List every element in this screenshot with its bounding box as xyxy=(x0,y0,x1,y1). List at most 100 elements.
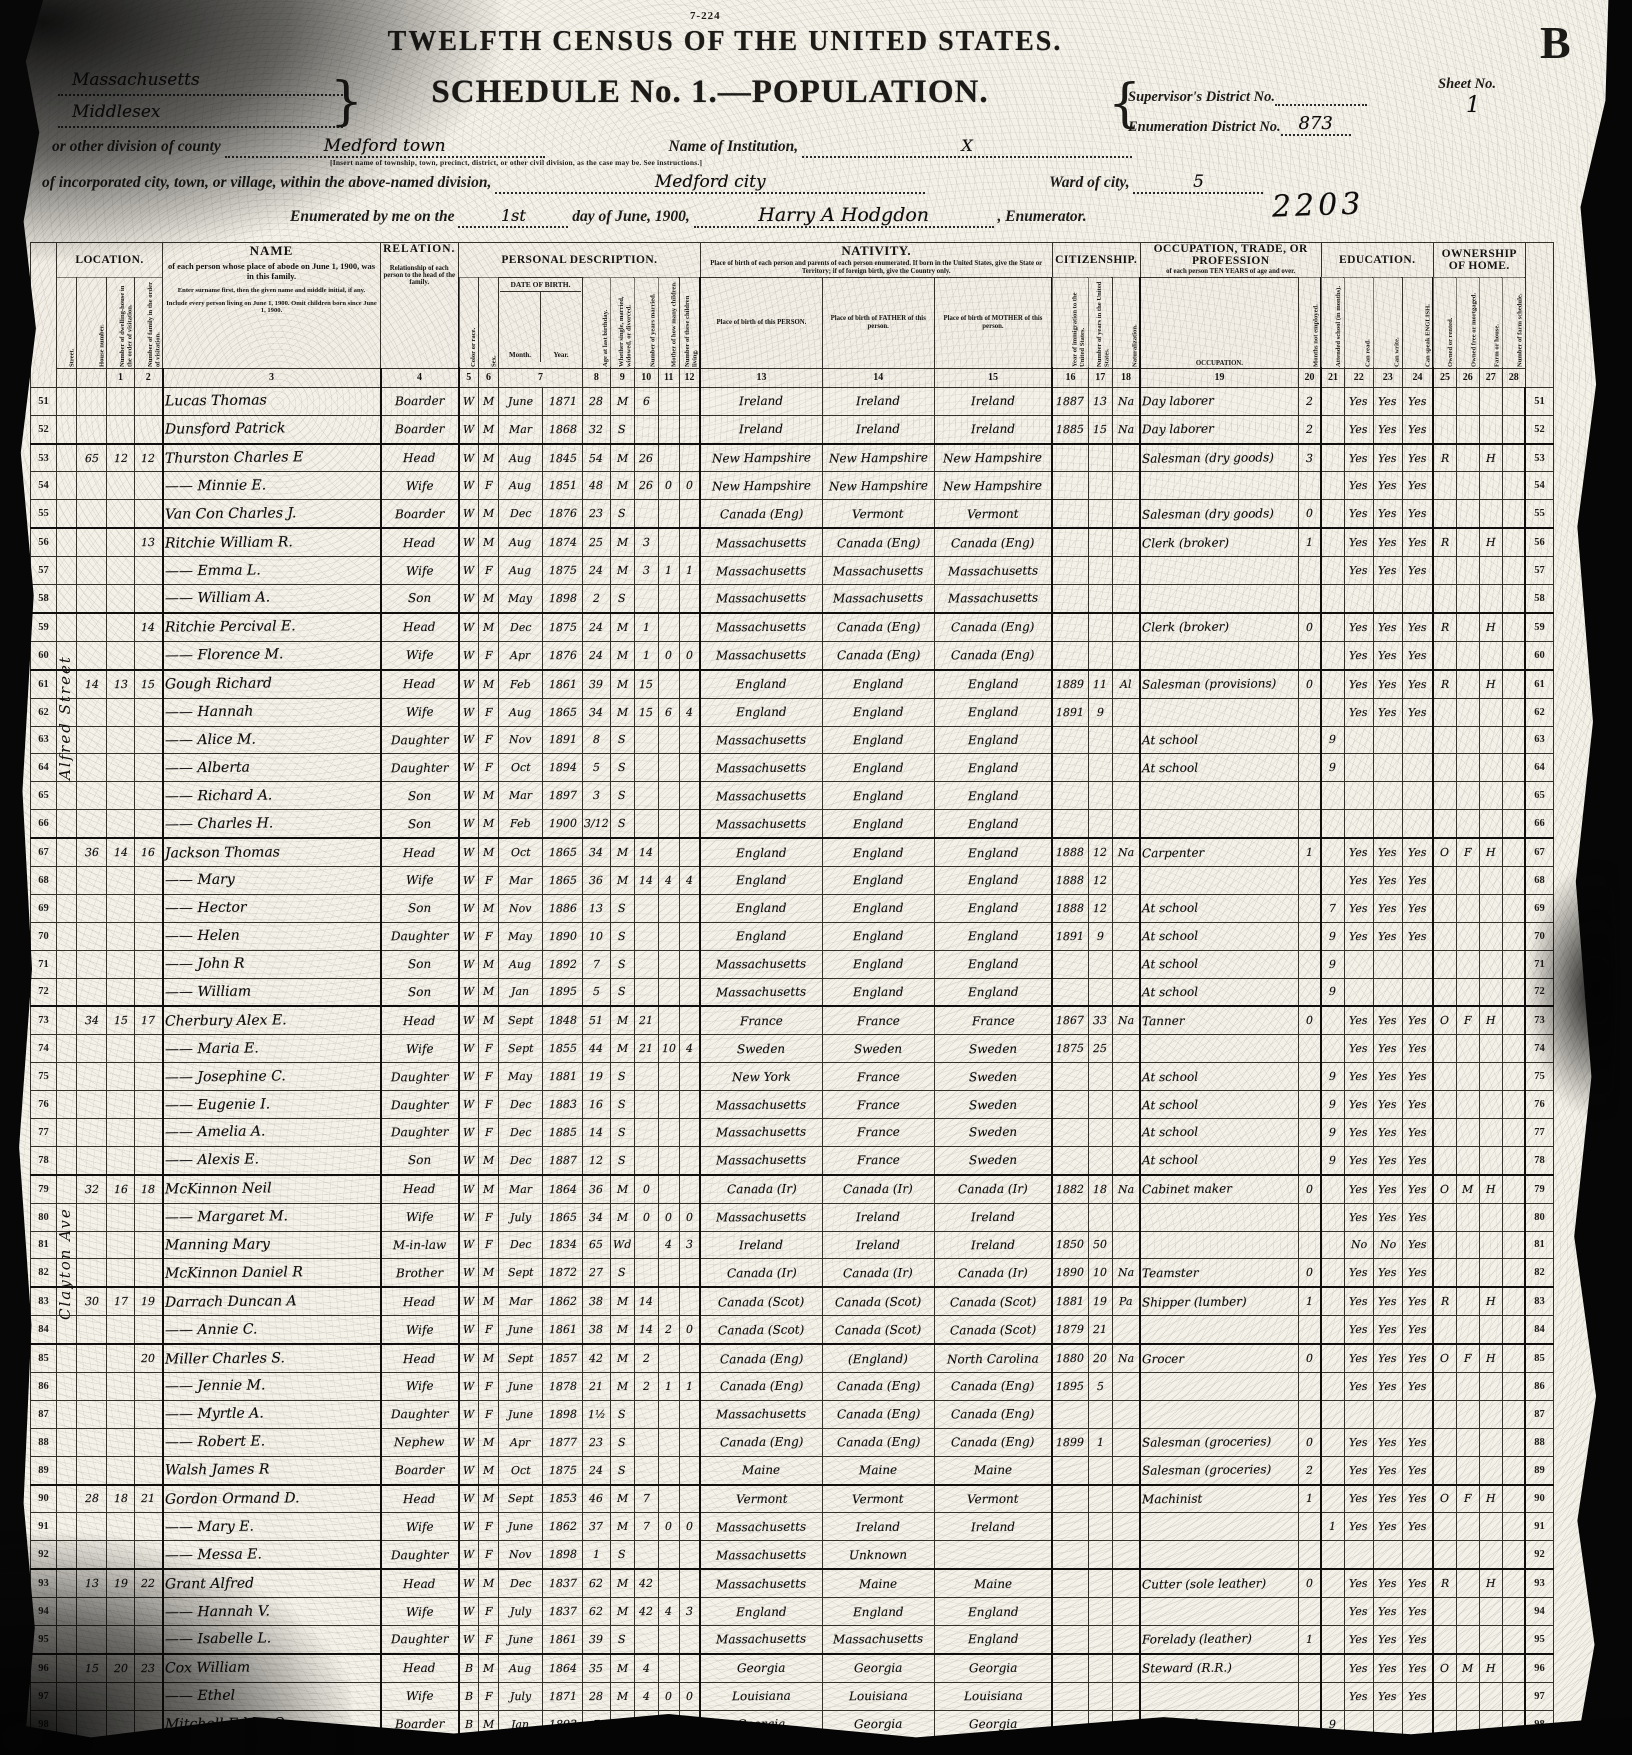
cell-born: Massachusetts xyxy=(699,611,823,642)
cell-age: 48 xyxy=(582,471,611,501)
cell-yrsm: 14 xyxy=(633,865,659,895)
cell-fam xyxy=(134,414,163,445)
cell-img xyxy=(1051,1568,1089,1599)
cell-nat: Na xyxy=(1111,1343,1141,1373)
cell-age: 23 xyxy=(582,499,611,529)
line-number-left: 53 xyxy=(30,442,57,473)
cell-street xyxy=(56,1540,77,1570)
cell-img xyxy=(1051,1062,1089,1092)
cell-unemp xyxy=(1297,1652,1322,1683)
cell-en: Yes xyxy=(1401,640,1434,671)
cell-wr: Yes xyxy=(1372,1427,1403,1457)
cell-house xyxy=(76,640,107,671)
cell-born: Dist. of Columbia xyxy=(699,1737,823,1755)
cell-occ xyxy=(1139,1399,1299,1429)
cell-sch xyxy=(1320,1455,1345,1486)
cell-sex: M xyxy=(478,1483,499,1514)
cell-yrsm: 7 xyxy=(633,1512,659,1542)
line-number-right: 94 xyxy=(1524,1597,1554,1626)
cell-sex: M xyxy=(478,584,499,614)
cell-born: Massachusetts xyxy=(699,1512,823,1542)
cell-dwell xyxy=(106,865,135,895)
cell-en: Yes xyxy=(1401,1173,1434,1204)
cell-rd: Yes xyxy=(1343,893,1374,923)
cell-en: Yes xyxy=(1401,442,1434,473)
cell-rel: Head xyxy=(379,1286,459,1317)
cell-rel: Wife xyxy=(379,1315,459,1345)
cell-born: New Hampshire xyxy=(699,471,823,501)
cell-own: O xyxy=(1432,1343,1457,1373)
cell-farm: H xyxy=(1478,1173,1503,1204)
cell-rd xyxy=(1343,809,1374,839)
cell-liv: 0 xyxy=(678,1681,701,1711)
cell-name: Grant Alfred xyxy=(161,1568,381,1599)
cell-mtg: M xyxy=(1455,1173,1480,1204)
cell-yrsm: 26 xyxy=(633,471,659,501)
line-number-left: 92 xyxy=(30,1540,57,1570)
cell-sch xyxy=(1320,697,1345,727)
cell-img xyxy=(1051,1624,1089,1655)
cell-year: 1848 xyxy=(542,1005,583,1036)
cell-mborn: Georgia xyxy=(933,1652,1053,1683)
cell-month: July xyxy=(498,1597,543,1626)
cell-mborn: Sweden xyxy=(933,1062,1053,1092)
line-number-left: 81 xyxy=(30,1230,57,1260)
line-number-left: 88 xyxy=(30,1427,57,1457)
cell-rel: Wife xyxy=(379,640,459,671)
cell-age: 10 xyxy=(582,921,611,951)
cell-mtg xyxy=(1455,725,1480,755)
cell-nat xyxy=(1111,1512,1141,1542)
cell-dwell xyxy=(106,1343,135,1373)
cell-fborn: Louisiana xyxy=(821,1681,935,1711)
cell-age: 7 xyxy=(582,1709,611,1739)
district-block: Supervisor's District No. Enumeration Di… xyxy=(1128,76,1418,136)
cell-year: 1890 xyxy=(542,921,583,951)
census-table-header: LOCATION. NAME of each person whose plac… xyxy=(30,242,1554,388)
cell-name: —— Charles H. xyxy=(161,809,381,839)
cell-nat xyxy=(1111,753,1141,783)
cell-fno xyxy=(1501,611,1526,642)
cell-en: Yes xyxy=(1401,556,1434,586)
cell-liv xyxy=(678,611,701,642)
cell-occ xyxy=(1139,865,1299,895)
cell-own: O xyxy=(1432,837,1457,867)
cell-unemp xyxy=(1297,1371,1322,1401)
cell-house xyxy=(76,1709,107,1739)
cell-liv xyxy=(678,499,701,529)
cell-rd: Yes xyxy=(1343,442,1374,473)
cell-fam: 18 xyxy=(134,1173,163,1204)
cell-liv xyxy=(678,1286,701,1317)
cell-born: Vermont xyxy=(699,1483,823,1514)
cell-farm xyxy=(1478,725,1503,755)
cell-rel: Son xyxy=(379,1145,459,1176)
line-number-right: 70 xyxy=(1524,921,1554,951)
cell-unemp: 0 xyxy=(1297,668,1322,699)
cell-rd xyxy=(1343,584,1374,614)
num-1: 1 xyxy=(106,367,135,388)
cell-nat xyxy=(1111,442,1141,473)
cell-own xyxy=(1432,809,1457,839)
cell-year: 1898 xyxy=(542,584,583,614)
cell-farm xyxy=(1478,1512,1503,1542)
cell-born: Massachusetts xyxy=(699,640,823,671)
cell-en: Yes xyxy=(1401,1624,1434,1655)
cell-fno xyxy=(1501,1005,1526,1036)
cell-rd: Yes xyxy=(1343,1681,1374,1711)
cell-mborn: England xyxy=(933,753,1053,783)
cell-year: 1875 xyxy=(542,556,583,586)
dob-month-label: Month. xyxy=(500,291,541,362)
cell-wr: Yes xyxy=(1372,1568,1403,1599)
line-number-left: 89 xyxy=(30,1455,57,1486)
cell-month: July xyxy=(498,1681,543,1711)
cell-dwell xyxy=(106,809,135,839)
line-number-right: 72 xyxy=(1524,977,1554,1007)
cell-yrsm: 42 xyxy=(633,1597,659,1626)
cell-rel: Wife xyxy=(379,697,459,727)
line-number-right: 60 xyxy=(1524,640,1554,671)
cell-month: July xyxy=(498,1202,543,1232)
cell-street xyxy=(56,471,77,501)
cell-color: W xyxy=(457,668,479,699)
cell-nat: Na xyxy=(1111,1258,1141,1288)
table-row: 90 28 18 21 Gordon Ormand D. Head W M Sept 1853 46… xyxy=(30,1483,1554,1514)
